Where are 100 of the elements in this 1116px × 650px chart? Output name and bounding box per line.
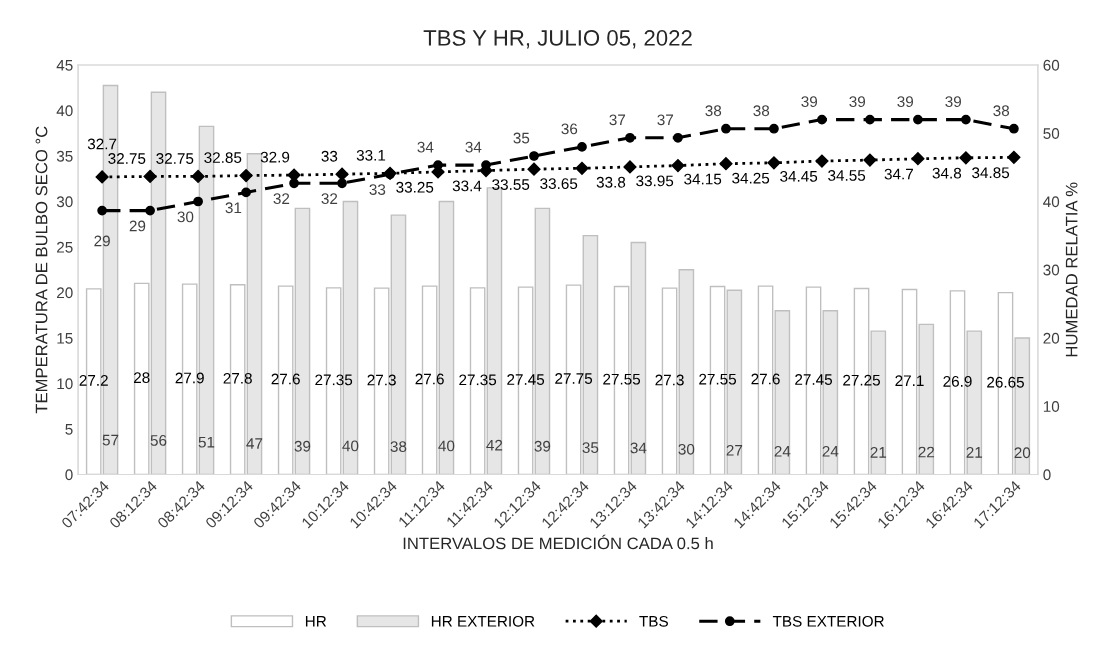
point <box>289 178 299 189</box>
data-label: 33.55 <box>492 179 530 190</box>
data-label: 20 <box>1014 447 1031 459</box>
data-label: 34.8 <box>932 167 962 179</box>
y-tick-label: 15 <box>57 333 73 344</box>
y-tick-label: 20 <box>57 287 73 299</box>
point <box>815 154 829 168</box>
legend-label: TBS <box>639 615 668 627</box>
data-label: 34 <box>417 141 434 153</box>
data-label: 31 <box>225 202 242 214</box>
data-label: 42 <box>486 439 503 451</box>
chart-title: TBS Y HR, JULIO 05, 2022 <box>423 30 692 49</box>
legend-label: HR EXTERIOR <box>431 615 535 627</box>
y-tick-label: 25 <box>57 241 73 253</box>
point <box>95 170 109 184</box>
data-label: 38 <box>390 441 407 452</box>
data-label: 29 <box>129 220 146 232</box>
data-label: 21 <box>966 446 983 458</box>
point <box>767 156 781 170</box>
point <box>769 123 779 134</box>
point <box>625 132 635 143</box>
point <box>913 114 923 125</box>
point <box>721 123 731 134</box>
data-label: 34.55 <box>828 170 866 181</box>
data-label: 27 <box>726 444 743 456</box>
data-label: 29 <box>94 235 110 247</box>
data-label: 24 <box>822 445 839 457</box>
point <box>433 160 443 170</box>
point <box>961 114 971 125</box>
data-label: 32.75 <box>156 153 194 164</box>
data-label: 38 <box>753 105 770 117</box>
data-label: 33 <box>321 150 338 162</box>
point <box>673 132 683 143</box>
data-label: 39 <box>945 96 962 108</box>
data-label: 51 <box>198 436 215 448</box>
data-label: 33.65 <box>540 178 578 190</box>
data-label: 32 <box>273 193 290 205</box>
point <box>959 151 973 165</box>
data-label: 27.9 <box>175 372 204 384</box>
y2-tick-label: 40 <box>1043 196 1060 208</box>
data-label: 27.45 <box>795 374 833 385</box>
point <box>239 168 253 183</box>
data-label: 33.4 <box>452 180 482 192</box>
data-label: 27.45 <box>507 374 545 385</box>
data-label: 34.25 <box>732 172 770 184</box>
data-label: 57 <box>102 434 119 446</box>
data-label: 34.85 <box>972 167 1010 179</box>
data-label: 33.95 <box>636 175 674 187</box>
data-label: 21 <box>870 446 887 458</box>
point <box>575 161 589 175</box>
point <box>191 169 205 184</box>
data-label: 33.25 <box>396 181 434 193</box>
data-label: 37 <box>657 114 674 126</box>
y2-tick-label: 0 <box>1043 469 1051 481</box>
point <box>193 196 203 207</box>
point <box>529 151 539 161</box>
y-tick-label: 10 <box>57 378 73 390</box>
data-label: 27.8 <box>223 372 252 384</box>
data-label: 38 <box>993 105 1010 117</box>
y2-tick-label: 20 <box>1043 332 1060 344</box>
data-label: 35 <box>582 442 599 454</box>
x-axis-title: INTERVALOS DE MEDICIÓN CADA 0.5 h <box>403 534 713 550</box>
y2-axis-title: HUMEDAD RELATIA % <box>1065 182 1078 357</box>
y-axis-title: TEMPERATURA DE BULBO SECO °C <box>35 126 48 414</box>
data-label: 33.8 <box>596 176 626 188</box>
y-tick-label: 40 <box>56 105 73 117</box>
data-label: 33.1 <box>356 149 386 161</box>
data-label: 32.7 <box>87 138 117 150</box>
point <box>623 160 637 174</box>
y2-tick-label: 50 <box>1043 128 1060 139</box>
point <box>337 178 347 189</box>
data-label: 28 <box>133 372 150 384</box>
data-label: 27.6 <box>415 373 444 385</box>
data-label: 27.6 <box>271 373 300 385</box>
data-label: 22 <box>918 446 935 458</box>
point <box>911 152 925 166</box>
data-label: 39 <box>849 96 866 108</box>
data-label: 24 <box>774 445 791 457</box>
point <box>97 205 107 216</box>
data-label: 32.85 <box>204 152 242 163</box>
data-label: 26.65 <box>987 376 1024 388</box>
data-label: 39 <box>294 440 311 452</box>
y-tick-label: 45 <box>56 60 73 71</box>
point <box>527 162 541 176</box>
data-label: 26.9 <box>943 375 972 387</box>
data-label: 27.35 <box>459 374 497 386</box>
data-label: 30 <box>177 211 194 223</box>
data-label: 37 <box>609 114 626 126</box>
y2-tick-label: 10 <box>1043 401 1060 412</box>
data-label: 38 <box>705 105 722 117</box>
y-tick-label: 0 <box>65 469 73 481</box>
data-label: 27.6 <box>751 373 780 385</box>
y2-tick-label: 30 <box>1043 264 1060 276</box>
data-label: 27.55 <box>699 373 737 385</box>
data-label: 35 <box>513 132 530 144</box>
data-label: 30 <box>678 443 695 455</box>
point <box>577 142 587 152</box>
data-label: 39 <box>534 440 551 452</box>
data-label: 36 <box>561 123 578 135</box>
data-label: 56 <box>150 435 167 446</box>
